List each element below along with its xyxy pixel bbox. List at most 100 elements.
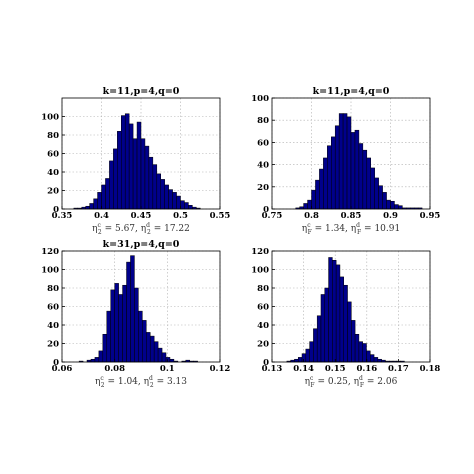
histogram-bar [358, 341, 363, 363]
x-tick-label: 0.45 [131, 211, 152, 221]
y-tick-label: 100 [41, 266, 59, 276]
panel-title: k=11,p=4,q=0 [313, 86, 390, 97]
histogram-bar [335, 264, 341, 363]
histogram-bar [130, 255, 135, 363]
y-tick-label: 80 [257, 284, 269, 294]
histogram-bar [315, 179, 320, 210]
y-tick-label: 120 [251, 247, 269, 257]
x-tick-label: 0.08 [104, 364, 125, 374]
x-tick-label: 0.9 [383, 211, 398, 221]
histogram-bar [319, 168, 324, 210]
histogram-bar [366, 157, 371, 210]
histogram-bar [156, 173, 162, 210]
histogram-bar [362, 343, 367, 363]
histogram-bar [307, 199, 312, 210]
caption-text: = 1.04, [105, 377, 144, 387]
histogram-bar [146, 332, 151, 363]
x-tick-label: 0.16 [356, 364, 377, 374]
histogram-bar [362, 149, 368, 210]
histogram-bar [124, 113, 130, 210]
histogram-bar [316, 315, 322, 363]
histogram-bar [94, 357, 100, 363]
histogram-bar [140, 138, 146, 210]
histogram-bar [354, 129, 360, 210]
histogram-bar [114, 283, 119, 363]
caption-subscript: 2 [150, 382, 154, 389]
y-tick-label: 20 [47, 187, 59, 197]
histogram-bar [351, 320, 356, 363]
x-tick-label: 0.13 [262, 364, 283, 374]
caption-text: η [351, 224, 356, 234]
caption-text: = 3.13 [154, 377, 188, 387]
histogram-bar [176, 195, 181, 210]
panel-title: k=31,p=4,q=0 [103, 239, 180, 250]
y-tick-label: 40 [47, 321, 59, 331]
histogram-bar [169, 358, 175, 363]
caption-superscript: d [356, 222, 360, 229]
histogram-bar [101, 184, 106, 210]
y-tick-label: 40 [47, 168, 59, 178]
x-tick-label: 0.18 [420, 364, 441, 374]
panel-title: k=11,p=4,q=0 [103, 86, 180, 97]
caption-subscript: 2 [147, 229, 151, 236]
histogram-bar [343, 284, 348, 363]
x-tick-label: 0.35 [52, 211, 73, 221]
histogram-bar [332, 260, 337, 363]
x-tick-label: 0.55 [210, 211, 231, 221]
caption-text: = 5.67, [102, 224, 141, 234]
y-tick-label: 20 [257, 340, 269, 350]
histogram-bar [394, 204, 399, 210]
histogram-bar [157, 347, 163, 363]
x-tick-label: 0.12 [210, 364, 231, 374]
histogram-bar [126, 261, 131, 363]
y-tick-label: 60 [47, 150, 59, 160]
caption-subscript: 2 [101, 382, 105, 389]
histogram-bar [339, 276, 344, 363]
histogram-bar [110, 289, 115, 363]
y-tick-label: 40 [257, 161, 269, 171]
histogram-bar [164, 184, 169, 210]
histogram-bar [328, 257, 333, 363]
caption-text: η [141, 224, 146, 234]
caption-text: η [302, 224, 307, 234]
histogram-bar [303, 203, 308, 210]
caption-superscript: d [146, 222, 150, 229]
histogram-bar [122, 284, 127, 363]
x-tick-label: 0.85 [341, 211, 362, 221]
histogram-bar [390, 200, 395, 210]
y-tick-label: 80 [47, 284, 59, 294]
histogram-bar [184, 202, 189, 210]
caption-text: η [95, 377, 100, 387]
caption-text: η [144, 377, 149, 387]
histogram-bar [161, 352, 167, 363]
caption-text: η [305, 377, 310, 387]
histogram-bar [320, 294, 326, 363]
histogram-bar [118, 294, 123, 363]
y-tick-label: 80 [257, 116, 269, 126]
y-tick-label: 0 [263, 358, 269, 368]
histogram-bar [138, 310, 143, 363]
x-tick-label: 0.8 [304, 211, 319, 221]
histogram-bar [153, 341, 159, 363]
histogram-bar [311, 189, 316, 210]
y-tick-label: 40 [257, 321, 269, 331]
histogram-bar [188, 205, 193, 210]
histogram-bar [106, 310, 111, 363]
histogram-bar [105, 178, 110, 210]
y-tick-label: 20 [47, 340, 59, 350]
caption-text: = 1.34, [312, 224, 351, 234]
histogram-bar [350, 132, 356, 210]
histogram-bar [331, 136, 336, 210]
caption-superscript: d [149, 375, 153, 382]
y-tick-label: 60 [47, 303, 59, 313]
histogram-bar [358, 143, 364, 210]
caption-text: = 0.25, [315, 377, 354, 387]
x-tick-label: 0.14 [293, 364, 314, 374]
histogram-bar [398, 205, 403, 210]
histogram-bar [89, 203, 94, 210]
histogram-bar [378, 185, 383, 210]
caption-superscript: d [359, 375, 363, 382]
histogram-bar [370, 167, 375, 210]
x-tick-label: 0.06 [52, 364, 73, 374]
histogram-bar [354, 334, 360, 363]
